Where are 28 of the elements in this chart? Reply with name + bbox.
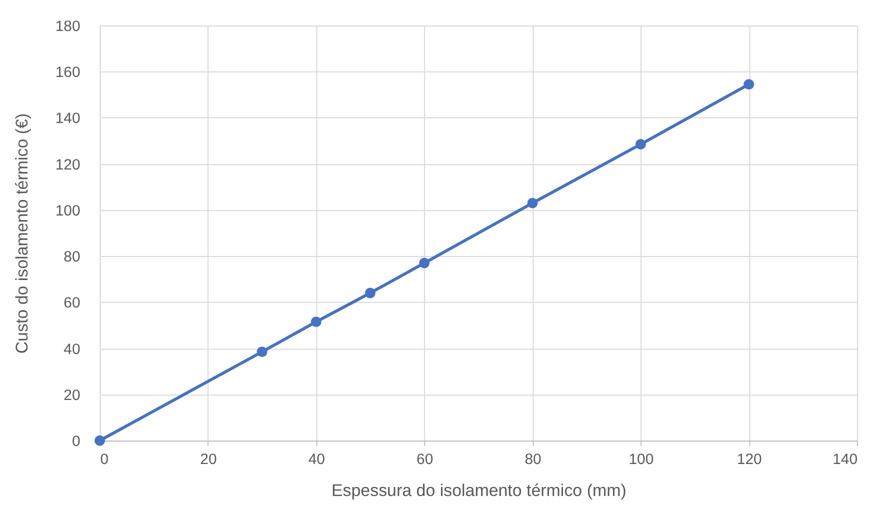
y-tick-label: 180 bbox=[55, 18, 80, 35]
y-tick-label: 0 bbox=[72, 433, 80, 450]
y-axis-title: Custo do isolamento térmico (€) bbox=[12, 113, 32, 354]
point bbox=[310, 316, 322, 328]
y-tick-label: 80 bbox=[64, 248, 80, 266]
y-tick-label: 160 bbox=[55, 64, 80, 82]
point bbox=[419, 258, 430, 268]
x-tick-label: 100 bbox=[628, 451, 654, 468]
x-tick-label: 0 bbox=[100, 451, 109, 468]
x-tick-label: 60 bbox=[416, 451, 434, 468]
x-tick-label: 80 bbox=[524, 451, 542, 468]
x-tick-label: 140 bbox=[832, 451, 858, 468]
point bbox=[94, 435, 106, 446]
y-tick-label: 40 bbox=[64, 340, 80, 358]
point bbox=[744, 79, 754, 90]
point bbox=[365, 288, 376, 298]
x-tick-label: 120 bbox=[736, 451, 762, 468]
point bbox=[527, 198, 538, 208]
y-tick-label: 140 bbox=[55, 110, 80, 128]
y-tick-label: 20 bbox=[64, 386, 80, 404]
y-tick-label: 100 bbox=[55, 202, 80, 220]
point bbox=[256, 346, 268, 358]
y-tick-label: 120 bbox=[55, 156, 80, 174]
x-tick-label: 20 bbox=[200, 451, 217, 468]
x-tick-label: 40 bbox=[308, 451, 325, 468]
y-tick-label: 60 bbox=[64, 294, 80, 312]
point bbox=[635, 139, 646, 150]
x-axis-title: Espessura do isolamento térmico (mm) bbox=[331, 480, 626, 500]
